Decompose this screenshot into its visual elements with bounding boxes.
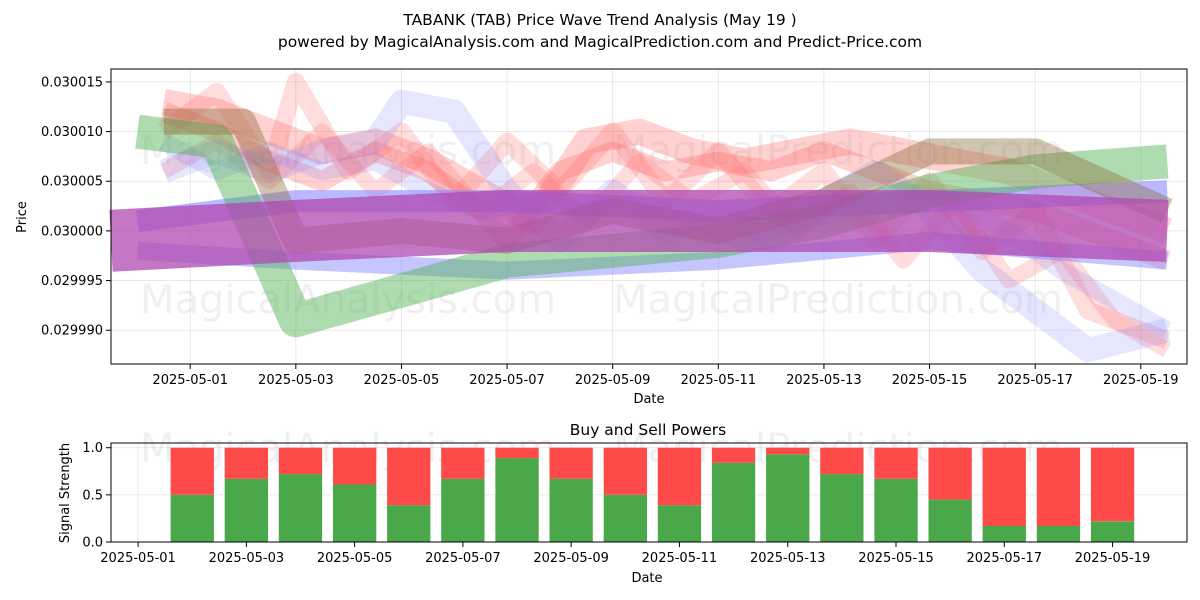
buy-bar	[278, 474, 323, 542]
sell-bar	[711, 447, 756, 463]
buy-bar	[874, 478, 918, 542]
price-y-tick-label: 0.029995	[41, 274, 103, 289]
signal-y-tick-label: 0.5	[82, 488, 103, 503]
signal-y-tick-label: 1.0	[82, 441, 103, 456]
signal-x-tick-label: 2025-05-17	[967, 551, 1043, 566]
price-x-tick-label: 2025-05-03	[258, 373, 334, 388]
chart-subtitle: powered by MagicalAnalysis.com and Magic…	[278, 33, 922, 51]
sell-bar	[657, 447, 702, 506]
signal-x-tick-label: 2025-05-05	[317, 551, 393, 566]
sell-bar	[1036, 447, 1081, 526]
buy-bar	[170, 494, 214, 542]
buy-bar	[820, 474, 864, 542]
signal-x-axis-label: Date	[631, 571, 662, 586]
price-plot-frame	[110, 68, 1188, 365]
price-y-tick-label: 0.030015	[41, 75, 103, 90]
buy-bar	[1036, 526, 1081, 542]
price-x-tick-label: 2025-05-15	[892, 373, 968, 388]
price-x-axis-label: Date	[633, 392, 664, 407]
price-x-axis: 2025-05-01 2025-05-03 2025-05-05 2025-05-07…	[152, 364, 1179, 388]
price-x-tick-label: 2025-05-05	[364, 373, 440, 388]
sell-bar	[387, 447, 431, 506]
buy-bar	[603, 494, 647, 542]
sell-bar	[820, 447, 864, 475]
signal-bars	[170, 447, 1135, 542]
sell-bar	[170, 447, 214, 495]
signal-x-tick-label: 2025-05-03	[209, 551, 285, 566]
buy-bar	[657, 505, 702, 542]
sell-bar	[333, 447, 377, 485]
watermark-prediction-mid: MagicalPrediction.com	[613, 277, 1063, 323]
wave-band-red-1	[161, 89, 1172, 244]
sell-bar	[278, 447, 323, 475]
watermark-analysis-mid: MagicalAnalysis.com	[140, 277, 556, 323]
signal-x-tick-label: 2025-05-15	[858, 551, 934, 566]
buy-bar	[982, 526, 1026, 542]
sell-bar	[766, 447, 810, 455]
signal-x-tick-label: 2025-05-13	[750, 551, 826, 566]
sell-bar	[928, 447, 972, 500]
buy-bar	[1090, 521, 1135, 542]
price-y-tick-label: 0.030005	[41, 175, 103, 190]
wave-band-purple-10	[109, 190, 1169, 272]
signal-x-axis: 2025-05-01 2025-05-03 2025-05-05 2025-05-07…	[100, 542, 1150, 566]
price-x-tick-label: 2025-05-11	[681, 373, 757, 388]
signal-x-tick-label: 2025-05-07	[425, 551, 501, 566]
price-x-tick-label: 2025-05-17	[997, 373, 1073, 388]
buy-bar	[224, 478, 268, 542]
watermark-analysis-top: MagicalAnalysis.com	[140, 128, 556, 174]
price-y-tick-label: 0.030010	[41, 125, 103, 140]
wave-band-red-3	[159, 123, 1172, 358]
buy-bar	[766, 454, 810, 542]
sell-bar	[224, 447, 268, 479]
price-x-tick-label: 2025-05-09	[575, 373, 651, 388]
sell-bar	[982, 447, 1026, 526]
price-wave-series	[109, 72, 1173, 363]
price-x-tick-label: 2025-05-01	[152, 373, 228, 388]
signal-y-axis-label: Signal Strength	[58, 443, 73, 543]
price-y-tick-label: 0.029990	[41, 324, 103, 339]
buy-bar	[333, 484, 377, 542]
price-y-tick-label: 0.030000	[41, 224, 103, 239]
buy-bar	[441, 478, 485, 542]
top-watermarks: MagicalAnalysis.com MagicalPrediction.co…	[140, 128, 1063, 323]
sell-bar	[441, 447, 485, 479]
signal-x-tick-label: 2025-05-09	[533, 551, 609, 566]
chart-title: TABANK (TAB) Price Wave Trend Analysis (…	[402, 11, 796, 29]
watermark-prediction-top: MagicalPrediction.com	[613, 128, 1063, 174]
sell-bar	[495, 447, 539, 459]
buy-bar	[928, 499, 972, 542]
sell-bar	[874, 447, 918, 479]
sell-bar	[603, 447, 647, 495]
signal-y-tick-label: 0.0	[82, 536, 103, 551]
sell-bar	[549, 447, 593, 479]
price-x-tick-label: 2025-05-07	[469, 373, 545, 388]
signal-plot-frame	[110, 442, 1188, 543]
buy-bar	[495, 458, 539, 542]
price-y-axis: 0.029990 0.029995 0.030000 0.030005 0.030010…	[41, 75, 111, 339]
price-x-tick-label: 2025-05-19	[1103, 373, 1179, 388]
sell-bar	[1090, 447, 1135, 522]
buy-bar	[549, 478, 593, 542]
signal-chart-title: Buy and Sell Powers	[570, 421, 727, 439]
signal-x-tick-label: 2025-05-19	[1075, 551, 1151, 566]
signal-y-axis: 0.0 0.5 1.0	[82, 441, 111, 551]
signal-x-tick-label: 2025-05-01	[100, 551, 176, 566]
price-y-axis-label: Price	[15, 201, 30, 233]
buy-bar	[711, 462, 756, 542]
buy-bar	[387, 505, 431, 542]
signal-x-tick-label: 2025-05-11	[642, 551, 718, 566]
price-x-tick-label: 2025-05-13	[786, 373, 862, 388]
